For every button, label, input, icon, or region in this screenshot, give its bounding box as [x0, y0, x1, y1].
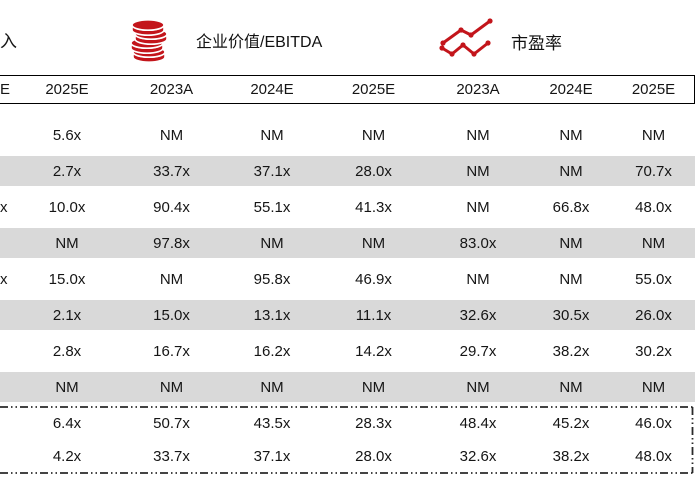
- summary-cell: 33.7x: [153, 448, 190, 465]
- table-cell: 37.1x: [253, 162, 291, 180]
- table-cell: 5.6x: [52, 126, 82, 144]
- table-row: NM 97.8x NM NM 83.0x NM NM: [0, 225, 695, 261]
- table-cell: 28.0x: [355, 162, 392, 180]
- table-cell: NM: [641, 234, 666, 252]
- table-cell: 41.3x: [355, 198, 392, 216]
- table-cell: 13.1x: [253, 306, 291, 324]
- table-cell: 46.9x: [355, 270, 392, 288]
- table-row: x 10.0x 90.4x 55.1x 41.3x NM 66.8x 48.0x: [0, 189, 695, 225]
- summary-cell: 4.2x: [52, 448, 82, 465]
- table-cell: NM: [559, 162, 583, 180]
- summary-cell: 6.4x: [52, 415, 82, 432]
- summary-row: 4.2x 33.7x 37.1x 28.0x 32.6x 38.2x 48.0x: [0, 440, 695, 473]
- header-cell: 2025E: [631, 81, 676, 98]
- table-cell: 2.7x: [52, 162, 82, 180]
- table-row: x 15.0x NM 95.8x 46.9x NM NM 55.0x: [0, 261, 695, 297]
- partial-revenue-label: 入: [0, 32, 17, 51]
- coins-icon: [130, 19, 168, 63]
- table-cell: 97.8x: [153, 234, 190, 252]
- table-cell: 16.7x: [153, 342, 190, 360]
- summary-cell: 43.5x: [253, 415, 291, 432]
- table-cell: 10.0x: [48, 198, 86, 216]
- table-cell: NM: [466, 378, 490, 396]
- header-cell: E: [0, 81, 11, 98]
- summary-cell: 48.0x: [635, 448, 672, 465]
- summary-cell: 38.2x: [552, 448, 590, 465]
- summary-cell: 50.7x: [153, 415, 190, 432]
- table-cell: 30.2x: [635, 342, 672, 360]
- table-cell: 2.8x: [52, 342, 82, 360]
- legend-strip: 入 企业价值/EBITDA 市盈率: [0, 0, 695, 74]
- table-cell: NM: [159, 270, 184, 288]
- table-cell: 48.0x: [635, 198, 672, 216]
- header-cell: 2023A: [149, 81, 194, 98]
- table-cell: NM: [260, 234, 284, 252]
- table-cell: NM: [641, 126, 666, 144]
- table-cell: 33.7x: [153, 162, 190, 180]
- table-cell: NM: [466, 270, 490, 288]
- header-cell: 2023A: [456, 81, 500, 98]
- table-cell: 2.1x: [52, 306, 82, 324]
- table-cell: 14.2x: [355, 342, 392, 360]
- table-cell: NM: [466, 126, 490, 144]
- table-cell: NM: [55, 378, 79, 396]
- summary-cell: 32.6x: [459, 448, 497, 465]
- table-cell: 30.5x: [552, 306, 590, 324]
- table-cell: NM: [559, 270, 583, 288]
- table-cell: NM: [559, 378, 583, 396]
- table-cell: NM: [559, 234, 583, 252]
- header-cell: 2025E: [351, 81, 396, 98]
- table-cell: 95.8x: [253, 270, 291, 288]
- table-row: 2.8x 16.7x 16.2x 14.2x 29.7x 38.2x 30.2x: [0, 333, 695, 369]
- table-cell: 66.8x: [552, 198, 590, 216]
- summary-cell: 45.2x: [552, 415, 590, 432]
- table-cell: NM: [559, 126, 583, 144]
- summary-row: 6.4x 50.7x 43.5x 28.3x 48.4x 45.2x 46.0x: [0, 407, 695, 440]
- table-header-row: E 2025E 2023A 2024E 2025E 2023A 2024E 2025E: [0, 75, 695, 104]
- table-cell: NM: [55, 234, 79, 252]
- table-cell: 15.0x: [48, 270, 86, 288]
- table-cell: NM: [260, 378, 284, 396]
- table-cell: 16.2x: [253, 342, 291, 360]
- table-cell: NM: [159, 126, 184, 144]
- table-body: 5.6x NM NM NM NM NM NM 2.7x 33.7x 37.1x 28.0x NM NM 7…: [0, 117, 695, 405]
- legend-label-ev-ebitda: 企业价值/EBITDA: [196, 34, 323, 51]
- table-cell: NM: [641, 378, 666, 396]
- table-row: 2.7x 33.7x 37.1x 28.0x NM NM 70.7x: [0, 153, 695, 189]
- table-cell: NM: [361, 126, 386, 144]
- table-cell: 70.7x: [635, 162, 672, 180]
- summary-cell: 28.0x: [355, 448, 392, 465]
- table-cell: NM: [466, 198, 490, 216]
- table-cell: 15.0x: [153, 306, 190, 324]
- table-cell: x: [0, 270, 8, 288]
- table-cell: 29.7x: [459, 342, 497, 360]
- table-cell: 55.1x: [253, 198, 291, 216]
- table-cell: NM: [466, 162, 490, 180]
- summary-cell: 46.0x: [635, 415, 672, 432]
- table-cell: 90.4x: [153, 198, 190, 216]
- table-row: 2.1x 15.0x 13.1x 11.1x 32.6x 30.5x 26.0x: [0, 297, 695, 333]
- table-cell: 11.1x: [355, 306, 392, 324]
- summary-cell: 48.4x: [459, 415, 497, 432]
- table-cell: 26.0x: [635, 306, 672, 324]
- line-chart-icon: [439, 18, 493, 57]
- header-cell: 2025E: [45, 81, 89, 98]
- table-cell: 55.0x: [635, 270, 672, 288]
- table-row: 5.6x NM NM NM NM NM NM: [0, 117, 695, 153]
- table-cell: 38.2x: [552, 342, 590, 360]
- summary-section: 6.4x 50.7x 43.5x 28.3x 48.4x 45.2x 46.0x 4.2x 33…: [0, 407, 695, 473]
- header-cell: 2024E: [250, 81, 294, 98]
- table-cell: x: [0, 198, 8, 216]
- table-cell: NM: [260, 126, 284, 144]
- header-cell: 2024E: [549, 81, 593, 98]
- summary-cell: 28.3x: [355, 415, 392, 432]
- table-cell: NM: [361, 378, 386, 396]
- legend-label-pe: 市盈率: [511, 34, 562, 53]
- table-cell: NM: [159, 378, 184, 396]
- summary-cell: 37.1x: [253, 448, 291, 465]
- table-row: NM NM NM NM NM NM NM: [0, 369, 695, 405]
- table-cell: 32.6x: [459, 306, 497, 324]
- table-cell: NM: [361, 234, 386, 252]
- table-cell: 83.0x: [459, 234, 497, 252]
